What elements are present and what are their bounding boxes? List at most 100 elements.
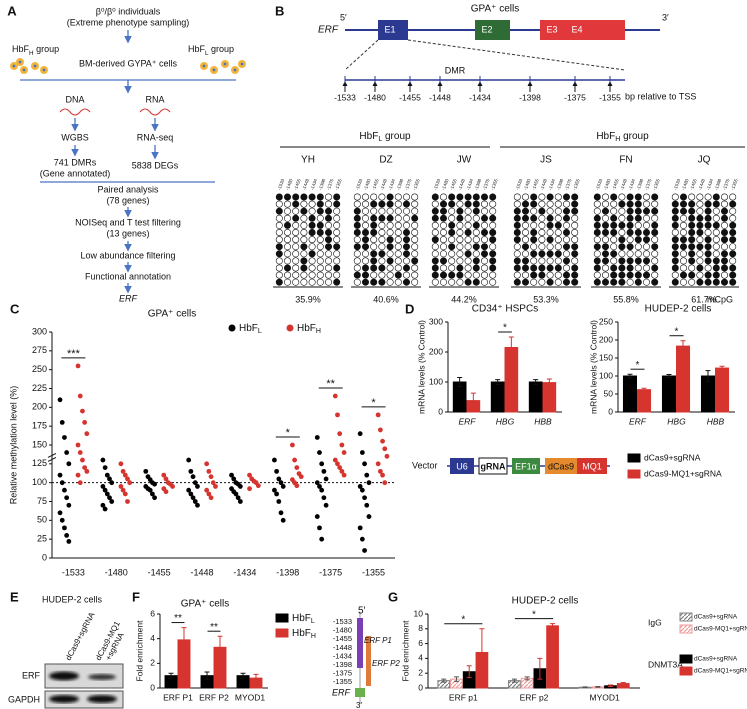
- cpg: [720, 236, 728, 244]
- end-label: 5′: [358, 606, 366, 617]
- cpg: [489, 200, 497, 208]
- cpg: [610, 193, 618, 201]
- data-point: [109, 499, 115, 504]
- cpg: [324, 257, 332, 265]
- gene-end: 5′: [340, 12, 347, 22]
- col-label: -1533: [277, 178, 286, 191]
- error-bar: [666, 374, 672, 378]
- sig-label: *: [532, 609, 536, 620]
- cpg: [370, 207, 378, 215]
- cpg: [696, 278, 704, 286]
- exon-label: E4: [571, 24, 582, 34]
- cpg: [651, 243, 659, 251]
- cpg: [679, 278, 687, 286]
- cpg: [275, 257, 283, 265]
- y-tick-label: 200: [32, 402, 47, 412]
- methylation-grid: [671, 193, 737, 286]
- cpg: [378, 236, 386, 244]
- cpg: [333, 278, 341, 286]
- cpg: [292, 278, 300, 286]
- cpg: [324, 193, 332, 201]
- y-tick-label: 4: [418, 653, 423, 663]
- cpg: [720, 200, 728, 208]
- data-point: [317, 484, 322, 489]
- chart-title: GPA⁺ cells: [181, 599, 229, 610]
- cpg: [538, 278, 546, 286]
- cpg: [324, 236, 332, 244]
- cpg: [292, 193, 300, 201]
- cpg: [402, 243, 410, 251]
- cpg: [386, 236, 394, 244]
- x-tick-label: ERF: [629, 416, 647, 426]
- data-point: [359, 450, 365, 455]
- cpg: [538, 193, 546, 201]
- cpg: [729, 214, 737, 222]
- cpg: [448, 200, 456, 208]
- cpg: [729, 193, 737, 201]
- cpg: [626, 257, 634, 265]
- cpg: [729, 207, 737, 215]
- legend-label: dCas9+sgRNA: [694, 614, 738, 621]
- col-label: -1398: [474, 178, 483, 191]
- flow-text: β⁰/β⁰ individuals: [96, 6, 161, 16]
- y-tick-label: 300: [32, 326, 47, 336]
- cpg: [513, 236, 521, 244]
- text-part: L: [258, 328, 262, 335]
- cpg: [411, 214, 419, 222]
- cpg: [394, 243, 402, 251]
- cpg: [283, 221, 291, 229]
- col-label: -1375: [404, 178, 413, 191]
- cpg: [651, 278, 659, 286]
- cpg: [729, 250, 737, 258]
- cpg: [688, 236, 696, 244]
- cpg: [411, 243, 419, 251]
- cpg: [562, 243, 570, 251]
- cpg: [394, 236, 402, 244]
- y-tick-label: 75: [37, 496, 47, 506]
- col-label: -1355: [730, 178, 739, 191]
- sig-label: **: [174, 613, 182, 624]
- cpg: [300, 271, 308, 279]
- cpg: [593, 271, 601, 279]
- cpg: [642, 193, 650, 201]
- pct-label: 44.2%: [451, 294, 477, 304]
- cpg: [308, 200, 316, 208]
- sig-label: ***: [67, 348, 81, 360]
- error-bar: [620, 681, 626, 686]
- cpg: [618, 243, 626, 251]
- cpg: [634, 229, 642, 237]
- cpg: [610, 250, 618, 258]
- cpg: [530, 278, 538, 286]
- cpg: [283, 193, 291, 201]
- data-point: [66, 539, 72, 544]
- data-point: [274, 468, 280, 474]
- cpg: [448, 264, 456, 272]
- cpg: [378, 264, 386, 272]
- cpg: [521, 278, 529, 286]
- cpg: [521, 243, 529, 251]
- cpg: [688, 264, 696, 272]
- cpg: [361, 278, 369, 286]
- data-point: [317, 450, 322, 455]
- data-point: [59, 517, 65, 523]
- x-tick-label: ERF p1: [449, 692, 478, 702]
- y-tick-label: 275: [32, 345, 47, 355]
- flow-text: BM-derived GYPA⁺ cells: [79, 58, 178, 68]
- cpg: [634, 278, 642, 286]
- data-point: [319, 461, 325, 467]
- data-point: [319, 487, 325, 493]
- exon: [475, 20, 510, 40]
- cpg: [720, 264, 728, 272]
- cpg: [571, 271, 579, 279]
- data-point: [247, 486, 252, 492]
- cpg: [530, 200, 538, 208]
- cpg: [538, 257, 546, 265]
- cpg: [618, 221, 626, 229]
- cpg: [370, 278, 378, 286]
- sig-label: **: [210, 622, 218, 633]
- col-label: -1355: [334, 178, 343, 191]
- cpg: [593, 200, 601, 208]
- data-point: [272, 457, 277, 463]
- data-point: [292, 457, 298, 463]
- cpg: [626, 250, 634, 258]
